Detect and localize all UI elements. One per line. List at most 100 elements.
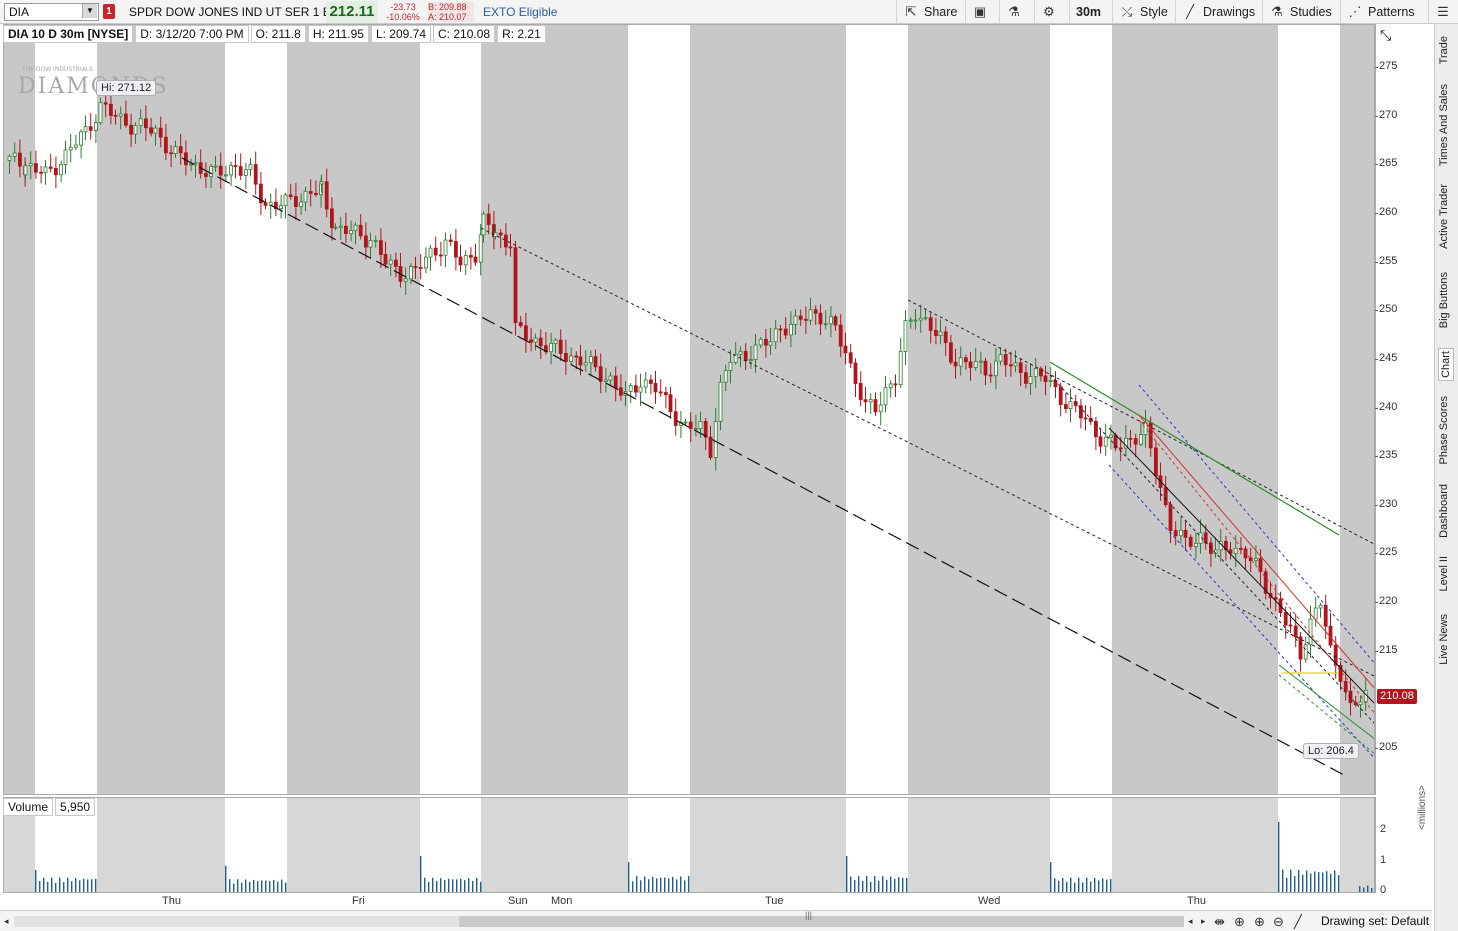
candle-body xyxy=(308,191,313,194)
candle-body xyxy=(329,208,334,228)
expand-time-icon[interactable]: ⇼ xyxy=(1214,914,1225,929)
studies-button[interactable]: ⚗ Studies xyxy=(1262,0,1338,24)
volume-bar xyxy=(277,881,279,892)
candle-body xyxy=(1283,612,1288,626)
candle-body xyxy=(908,319,913,322)
candle-body xyxy=(518,322,523,327)
channel-blue-dashed xyxy=(1108,464,1374,759)
patterns-button[interactable]: ⋰ Patterns xyxy=(1340,0,1421,24)
volume-bar xyxy=(1282,869,1284,892)
candle-body xyxy=(1343,681,1348,692)
volume-axis[interactable]: 2 1 0 xyxy=(1375,797,1432,896)
candle-body xyxy=(1028,376,1033,384)
symbol-dropdown-icon[interactable]: ▼ xyxy=(82,4,97,18)
candle-body xyxy=(213,165,218,168)
share-button[interactable]: ⇱ Share xyxy=(896,0,963,24)
session-band xyxy=(690,25,846,794)
volume-value: 5,950 xyxy=(55,798,96,816)
candle-body xyxy=(59,164,63,176)
volume-units: <millions> xyxy=(1417,784,1428,830)
zoom-fit-icon[interactable]: ⤡ xyxy=(1380,27,1392,43)
volume-bar xyxy=(628,862,630,892)
candle-body xyxy=(749,359,753,362)
candle-body xyxy=(638,386,643,393)
candle-body xyxy=(688,421,693,429)
session-band xyxy=(908,25,1050,794)
volume-bar xyxy=(1363,887,1365,892)
snapshot-button[interactable]: ▣ xyxy=(965,0,997,24)
scroll-step-left-icon[interactable]: ◂ xyxy=(1188,916,1193,926)
candle-body xyxy=(299,201,304,208)
tab-trade[interactable]: Trade xyxy=(1438,36,1450,65)
tab-times-and-sales[interactable]: Times And Sales xyxy=(1438,84,1450,167)
timeframe-button[interactable]: 30m xyxy=(1069,0,1107,24)
candle-body xyxy=(673,411,678,426)
link-group-badge[interactable]: 1 xyxy=(103,4,115,19)
candle-body xyxy=(39,171,43,174)
candle-body xyxy=(524,325,528,341)
tab-level-ii[interactable]: Level II xyxy=(1438,556,1450,592)
zoom-in-icon[interactable]: ⊕ xyxy=(1254,914,1265,929)
candle-body xyxy=(1098,436,1103,447)
candle-body xyxy=(848,352,853,364)
crosshair-icon[interactable]: ⊕ xyxy=(1234,914,1245,929)
tab-active-trader[interactable]: Active Trader xyxy=(1438,184,1450,249)
price-axis[interactable]: 275 270 265 260 255 250 245 240 235 230 225 220 215 2… xyxy=(1374,24,1432,795)
volume-bar xyxy=(75,878,77,892)
symbol-input[interactable]: DIA xyxy=(4,3,99,21)
lab-button[interactable]: ⚗ xyxy=(999,0,1031,24)
candle-body xyxy=(83,126,88,133)
candle-body xyxy=(68,146,73,151)
candle-body xyxy=(12,152,17,157)
volume-bar xyxy=(862,881,864,892)
drawing-set-label[interactable]: Drawing set: Default xyxy=(1321,914,1430,928)
tab-big-buttons[interactable]: Big Buttons xyxy=(1438,272,1450,329)
scroll-left-icon[interactable]: ◂ xyxy=(4,916,9,926)
exto-eligible-link[interactable]: EXTO Eligible xyxy=(483,5,558,19)
candle-body xyxy=(1203,532,1208,544)
volume-bar xyxy=(59,877,61,892)
tab-phase-scores[interactable]: Phase Scores xyxy=(1438,396,1450,465)
bar-high: H: 211.95 xyxy=(307,25,369,43)
scrollbar-thumb[interactable] xyxy=(459,916,1184,927)
change-percent: -10.06% xyxy=(386,12,420,22)
symbol-description: SPDR DOW JONES IND UT SER 1 ETF xyxy=(129,5,346,19)
volume-bar xyxy=(1286,877,1288,892)
candle-body xyxy=(994,360,998,377)
horizontal-scrollbar[interactable] xyxy=(14,916,1184,927)
settings-button[interactable]: ⚙ xyxy=(1034,0,1066,24)
volume-bar xyxy=(225,866,227,892)
volume-chart[interactable] xyxy=(3,797,1375,893)
candle-body xyxy=(738,350,743,355)
volume-header: Volume 5,950 xyxy=(3,798,97,816)
candle-body xyxy=(1124,437,1128,449)
volume-bar xyxy=(1078,877,1080,892)
regression-channel-upper xyxy=(1049,361,1340,536)
price-chart[interactable]: DIAMONDS THE DOW INDUSTRIALS xyxy=(3,24,1375,795)
volume-bar xyxy=(83,878,85,892)
menu-button[interactable]: ☰ xyxy=(1428,0,1458,24)
candle-body xyxy=(983,360,988,376)
camera-icon: ▣ xyxy=(973,4,987,19)
candle-body xyxy=(958,357,963,367)
drawing-pencil-icon[interactable]: ╱ xyxy=(1294,914,1302,929)
drawings-button[interactable]: ╱ Drawings xyxy=(1175,0,1261,24)
candle-body xyxy=(973,361,978,368)
candle-body xyxy=(658,391,663,394)
volume-bar xyxy=(680,876,682,892)
scroll-step-right-icon[interactable]: ▸ xyxy=(1201,916,1206,926)
candle-body xyxy=(94,122,98,131)
tab-chart[interactable]: Chart xyxy=(1438,348,1454,381)
candle-body xyxy=(7,155,12,161)
bar-open: O: 211.8 xyxy=(250,25,306,43)
tab-live-news[interactable]: Live News xyxy=(1438,614,1450,665)
tab-dashboard[interactable]: Dashboard xyxy=(1438,484,1450,538)
price-tick: 245 xyxy=(1374,351,1398,364)
time-axis[interactable]: Thu Fri Sun Mon Tue Wed Thu xyxy=(3,893,1375,909)
candle-body xyxy=(843,345,848,354)
zoom-out-icon[interactable]: ⊖ xyxy=(1273,914,1284,929)
volume-session-band xyxy=(97,798,225,892)
style-button[interactable]: ⤯ Style xyxy=(1112,0,1174,24)
volume-bar xyxy=(664,877,666,892)
volume-bar xyxy=(850,876,852,892)
